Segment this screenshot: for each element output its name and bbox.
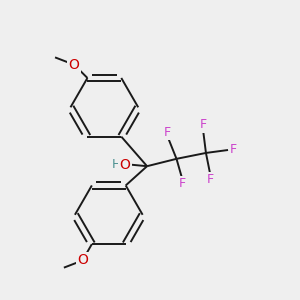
Text: F: F — [230, 143, 237, 157]
Text: H: H — [112, 158, 121, 171]
Text: F: F — [207, 173, 214, 186]
Text: F: F — [164, 126, 171, 139]
Text: O: O — [69, 58, 80, 72]
Text: O: O — [78, 253, 88, 267]
Text: F: F — [200, 118, 207, 131]
Text: O: O — [119, 158, 130, 172]
Text: F: F — [179, 177, 186, 190]
